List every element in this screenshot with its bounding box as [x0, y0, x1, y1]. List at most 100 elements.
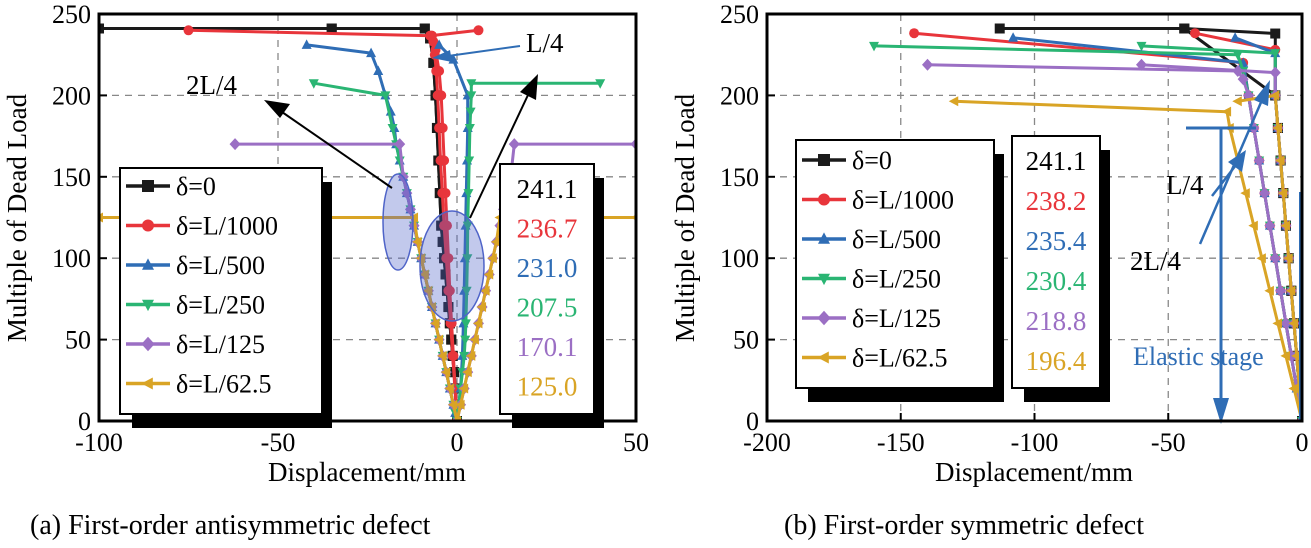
data-point — [1230, 32, 1241, 42]
panel-b-annotation-l4: L/4 — [1166, 170, 1204, 200]
x-tick-label: -50 — [261, 428, 296, 457]
x-tick-label: -50 — [1151, 428, 1186, 457]
data-point — [440, 367, 451, 378]
legend-marker — [142, 180, 154, 192]
legend-marker — [141, 336, 155, 352]
data-point — [308, 79, 319, 89]
data-point — [229, 138, 241, 151]
data-point — [183, 25, 194, 36]
data-point — [439, 155, 450, 166]
panel-a-pointer-l4-head — [432, 50, 452, 62]
data-point — [440, 188, 451, 199]
data-point — [443, 253, 454, 264]
panel-a-caption: (a) First-order antisymmetric defect — [30, 510, 431, 541]
legend-label: δ=L/500 — [176, 251, 265, 280]
data-point — [464, 156, 475, 167]
data-point — [419, 23, 430, 34]
data-point — [458, 383, 469, 394]
data-point — [448, 350, 459, 361]
data-point — [1190, 28, 1200, 39]
data-point — [480, 285, 490, 296]
legend-marker — [142, 258, 154, 270]
data-point — [462, 221, 473, 232]
data-point — [490, 236, 501, 247]
data-point — [444, 285, 455, 296]
panel-a-arrowhead-2l4 — [264, 100, 290, 118]
data-point — [460, 319, 471, 329]
x-tick-label: -200 — [743, 428, 791, 457]
data-point — [425, 30, 436, 41]
data-point — [462, 367, 472, 378]
data-point — [922, 58, 933, 71]
data-point — [1280, 220, 1290, 231]
data-point — [1136, 58, 1147, 71]
data-point — [1232, 96, 1242, 107]
legend-marker — [142, 219, 154, 232]
panel-a-legend-entries: δ=0 δ=L/1000 δ=L/500 δ=L/250 δ=L/125 δ=L/62.5 — [126, 172, 278, 399]
data-point — [1136, 41, 1147, 52]
data-point — [595, 79, 606, 89]
data-point — [476, 302, 487, 313]
panel-b-value-list: 241.1 238.2 235.4 230.4 218.8 196.4 — [1026, 146, 1087, 376]
data-point — [301, 39, 312, 49]
y-tick-label: 50 — [65, 326, 91, 355]
y-tick-label: 250 — [52, 0, 91, 29]
legend-label: δ=0 — [852, 146, 892, 175]
panel-a-value-list: 241.1 236.7 231.0 207.5 170.1 125.0 — [517, 174, 578, 402]
data-point — [366, 47, 377, 58]
data-point — [487, 253, 497, 264]
data-point — [1179, 23, 1190, 34]
legend-marker — [818, 273, 830, 286]
legend-label: δ=L/250 — [852, 265, 941, 294]
panel-a-ylabel: Multiple of Dead Load — [2, 93, 32, 342]
panel-b-value-box — [1011, 135, 1101, 389]
data-point — [1291, 350, 1301, 361]
value-label: 230.4 — [1026, 266, 1087, 296]
panel-a-ellipse-2l4 — [382, 173, 414, 271]
y-tick-label: 200 — [720, 81, 759, 110]
x-tick-label: 0 — [1296, 428, 1309, 457]
data-point — [1275, 284, 1287, 297]
series-line — [954, 99, 1302, 421]
y-tick-label: 250 — [720, 0, 759, 29]
data-point — [1253, 154, 1265, 167]
data-point — [1264, 285, 1274, 296]
data-point — [465, 350, 476, 361]
panel-a-xlabel: Displacement/mm — [268, 457, 466, 487]
legend-marker — [141, 377, 153, 390]
panel-a-value-box — [499, 163, 595, 415]
data-point — [1259, 187, 1271, 200]
panel-b-arrow-2l4 — [1198, 99, 1264, 245]
legend-marker — [818, 154, 830, 166]
data-point — [994, 23, 1005, 34]
panel-a-annotation-l4: L/4 — [526, 28, 564, 58]
series-triangle-left — [99, 212, 636, 421]
data-point — [1256, 253, 1266, 264]
data-point — [1280, 350, 1290, 361]
data-point — [461, 286, 472, 297]
data-point — [1288, 383, 1298, 394]
data-point — [1272, 318, 1282, 329]
data-point — [1221, 106, 1232, 117]
data-point — [460, 335, 471, 346]
panel-b-xlabel: Displacement/mm — [935, 457, 1133, 487]
panel-a-legend — [119, 167, 323, 415]
legend-marker — [142, 299, 154, 312]
data-point — [437, 350, 447, 361]
data-point — [444, 383, 454, 394]
legend-label: δ=L/62.5 — [852, 344, 948, 373]
data-point — [1275, 155, 1285, 166]
panel-b-elastic-arrowhead — [1213, 398, 1229, 424]
data-point — [433, 334, 444, 345]
legend-label: δ=0 — [176, 172, 216, 201]
panel-a-annotation-2l4: 2L/4 — [186, 70, 237, 100]
panel-a-arrowhead-l4 — [520, 74, 538, 100]
panel-a-ticks: -100 -50 0 50 0 50 100 150 200 250 — [52, 0, 649, 457]
panel-b-legend — [795, 139, 995, 389]
y-tick-label: 100 — [720, 244, 759, 273]
series-line — [1237, 93, 1302, 421]
legend-label: δ=L/125 — [176, 330, 265, 359]
value-label: 231.0 — [517, 253, 578, 283]
panel-b-annotation-elastic: Elastic stage — [1133, 342, 1264, 371]
